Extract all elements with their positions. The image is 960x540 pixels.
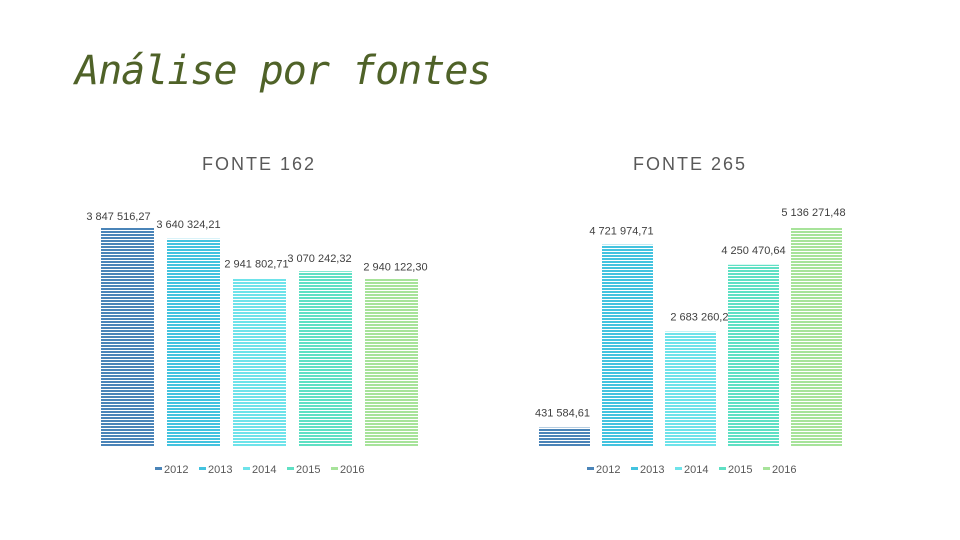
legend-swatch-2013	[631, 467, 638, 470]
chart-title-fonte-265: FONTE 265	[632, 154, 748, 174]
bar-2012	[539, 427, 590, 446]
chart-title-fonte-162: FONTE 162	[201, 154, 317, 174]
legend-label-2012: 2012	[164, 464, 188, 476]
legend-swatch-2014	[243, 467, 250, 470]
bar-2015	[299, 271, 352, 446]
bar-2016	[365, 278, 418, 446]
bar-2014	[665, 331, 716, 446]
chart-fonte-265: 431 584,61 4 721 974,71 2 683 260,28 4 250 …	[535, 207, 846, 476]
bar-2016	[791, 227, 842, 446]
legend-label-2016: 2016	[772, 464, 796, 476]
legend-swatch-2015	[287, 467, 294, 470]
data-label-2013: 3 640 324,21	[156, 219, 220, 231]
data-label-2014: 2 941 802,71	[224, 259, 288, 271]
data-label-2016: 5 136 271,48	[781, 207, 845, 219]
data-label-2012: 3 847 516,27	[86, 211, 150, 223]
legend-label-2013: 2013	[208, 464, 232, 476]
bar-2013	[167, 238, 220, 446]
data-label-2014: 2 683 260,28	[670, 312, 734, 324]
bar-2015	[728, 264, 779, 446]
legend-swatch-2012	[155, 467, 162, 470]
chart-fonte-162: 3 847 516,27 3 640 324,21 2 941 802,713 07…	[86, 211, 427, 476]
data-label-2015: 4 250 470,64	[721, 245, 785, 257]
legend-label-2016: 2016	[340, 464, 364, 476]
legend-swatch-2013	[199, 467, 206, 470]
data-label-2013: 4 721 974,71	[589, 226, 653, 238]
legend-label-2015: 2015	[728, 464, 752, 476]
slide-title: Análise por fontes	[75, 48, 491, 94]
legend-swatch-2016	[331, 467, 338, 470]
legend-swatch-2012	[587, 467, 594, 470]
bar-2013	[602, 244, 653, 446]
bar-2014	[233, 278, 286, 446]
legend-swatch-2015	[719, 467, 726, 470]
data-label-2012: 431 584,61	[535, 408, 590, 420]
legend-label-2014: 2014	[684, 464, 708, 476]
data-label-2016: 2 940 122,30	[363, 262, 427, 274]
legend-swatch-2016	[763, 467, 770, 470]
bar-2012	[101, 227, 154, 446]
legend-swatch-2014	[675, 467, 682, 470]
legend-label-2013: 2013	[640, 464, 664, 476]
legend-label-2012: 2012	[596, 464, 620, 476]
legend-label-2014: 2014	[252, 464, 276, 476]
legend-label-2015: 2015	[296, 464, 320, 476]
data-label-2015: 3 070 242,32	[287, 253, 351, 265]
